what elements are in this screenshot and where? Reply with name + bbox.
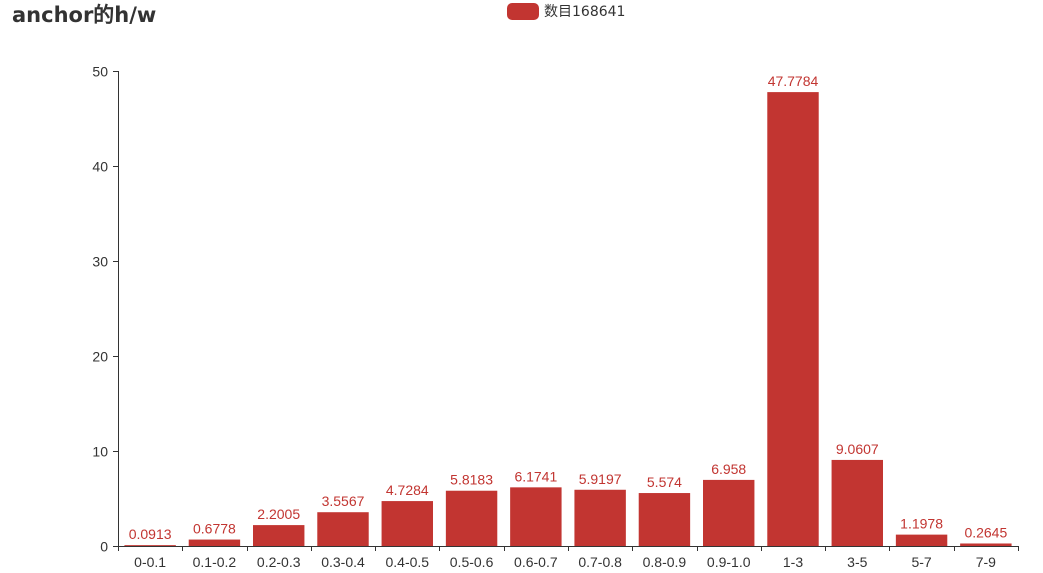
bar-series bbox=[124, 92, 1012, 547]
y-tick-label: 10 bbox=[92, 444, 108, 460]
y-axis: 0 10 20 30 40 50 bbox=[92, 64, 119, 555]
y-tick-label: 50 bbox=[92, 64, 108, 80]
bar-value-label: 3.5567 bbox=[322, 493, 365, 509]
x-tick-label: 0.6-0.7 bbox=[514, 554, 558, 570]
x-tick-label: 0.3-0.4 bbox=[321, 554, 365, 570]
y-tick-label: 0 bbox=[100, 539, 108, 555]
bar-value-label: 0.0913 bbox=[129, 526, 172, 542]
bar-value-label: 2.2005 bbox=[257, 506, 300, 522]
bar-value-label: 5.8183 bbox=[450, 472, 493, 488]
bar bbox=[381, 501, 433, 546]
bar-value-label: 47.7784 bbox=[768, 73, 819, 89]
x-tick-label: 0.7-0.8 bbox=[578, 554, 622, 570]
bar bbox=[767, 92, 819, 547]
x-axis: 0-0.1 0.1-0.2 0.2-0.3 0.3-0.4 0.4-0.5 0.5-0.6… bbox=[118, 546, 1019, 570]
x-tick-label: 3-5 bbox=[847, 554, 867, 570]
x-tick-label: 0.4-0.5 bbox=[385, 554, 429, 570]
bar bbox=[638, 493, 691, 546]
bar bbox=[188, 539, 241, 546]
bar bbox=[703, 479, 755, 546]
legend-item[interactable]: 数目168641 bbox=[507, 1, 625, 21]
y-tick-label: 20 bbox=[92, 349, 108, 365]
value-labels: 0.0913 0.6778 2.2005 3.5567 4.7284 5.8183 6.17… bbox=[129, 73, 1008, 542]
bar bbox=[831, 459, 883, 546]
bar-value-label: 5.574 bbox=[647, 474, 682, 490]
bar-value-label: 9.0607 bbox=[836, 441, 879, 457]
legend-label: 数目168641 bbox=[544, 4, 626, 20]
bar bbox=[445, 490, 498, 546]
x-tick-label: 0.1-0.2 bbox=[193, 554, 237, 570]
bar-value-label: 1.1978 bbox=[900, 516, 943, 532]
bar-value-label: 0.2645 bbox=[964, 524, 1007, 540]
x-tick-label: 0.2-0.3 bbox=[257, 554, 301, 570]
bar bbox=[960, 543, 1012, 546]
bar bbox=[253, 525, 305, 546]
legend-swatch bbox=[507, 2, 539, 20]
bar-value-label: 4.7284 bbox=[386, 482, 429, 498]
x-tick-label: 7-9 bbox=[976, 554, 996, 570]
x-tick-label: 1-3 bbox=[783, 554, 803, 570]
bar-value-label: 0.6778 bbox=[193, 521, 236, 537]
bar bbox=[895, 534, 948, 546]
chart-title: anchor的h/w bbox=[12, 3, 157, 27]
y-tick-label: 40 bbox=[92, 159, 108, 175]
x-tick-label: 0.5-0.6 bbox=[450, 554, 494, 570]
x-tick-label: 0-0.1 bbox=[134, 554, 166, 570]
bar bbox=[317, 512, 369, 546]
x-tick-label: 5-7 bbox=[911, 554, 931, 570]
x-tick-label: 0.8-0.9 bbox=[643, 554, 687, 570]
bar-value-label: 6.958 bbox=[711, 461, 746, 477]
bar-value-label: 5.9197 bbox=[579, 471, 622, 487]
x-tick-label: 0.9-1.0 bbox=[707, 554, 751, 570]
bar bbox=[574, 489, 626, 546]
y-tick-label: 30 bbox=[92, 254, 108, 270]
bar bbox=[124, 545, 176, 546]
bar-value-label: 6.1741 bbox=[514, 468, 557, 484]
bar bbox=[510, 487, 562, 546]
